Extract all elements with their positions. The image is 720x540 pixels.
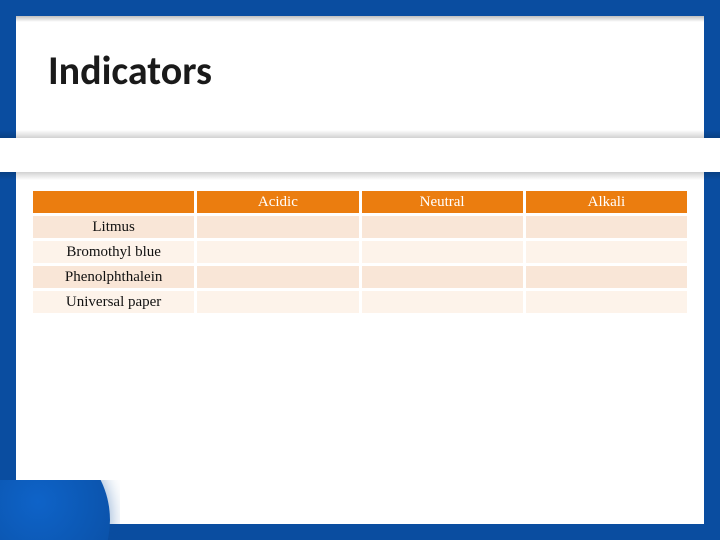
- frame-top: [0, 0, 720, 16]
- cell: [197, 216, 358, 238]
- cell: [526, 216, 687, 238]
- frame-shadow: [0, 16, 720, 22]
- cell: [526, 291, 687, 313]
- table-row: Litmus: [33, 216, 687, 238]
- col-acidic: Acidic: [197, 191, 358, 213]
- frame-right: [704, 0, 720, 540]
- content-area: Acidic Neutral Alkali Litmus Bromothyl b…: [30, 188, 690, 316]
- cell: [197, 241, 358, 263]
- cell: [362, 266, 523, 288]
- table-row: Universal paper: [33, 291, 687, 313]
- table-row: Bromothyl blue: [33, 241, 687, 263]
- divider-band: [0, 138, 720, 172]
- col-neutral: Neutral: [362, 191, 523, 213]
- row-label: Bromothyl blue: [33, 241, 194, 263]
- cell: [197, 266, 358, 288]
- cell: [526, 241, 687, 263]
- col-alkali: Alkali: [526, 191, 687, 213]
- row-label: Litmus: [33, 216, 194, 238]
- cell: [362, 241, 523, 263]
- indicators-table: Acidic Neutral Alkali Litmus Bromothyl b…: [30, 188, 690, 316]
- row-label: Universal paper: [33, 291, 194, 313]
- cell: [362, 291, 523, 313]
- page-title: Indicators: [48, 46, 212, 95]
- row-label: Phenolphthalein: [33, 266, 194, 288]
- corner-accent: [0, 480, 120, 540]
- col-blank: [33, 191, 194, 213]
- cell: [526, 266, 687, 288]
- cell: [362, 216, 523, 238]
- cell: [197, 291, 358, 313]
- table-row: Phenolphthalein: [33, 266, 687, 288]
- table-header-row: Acidic Neutral Alkali: [33, 191, 687, 213]
- frame-left: [0, 0, 16, 540]
